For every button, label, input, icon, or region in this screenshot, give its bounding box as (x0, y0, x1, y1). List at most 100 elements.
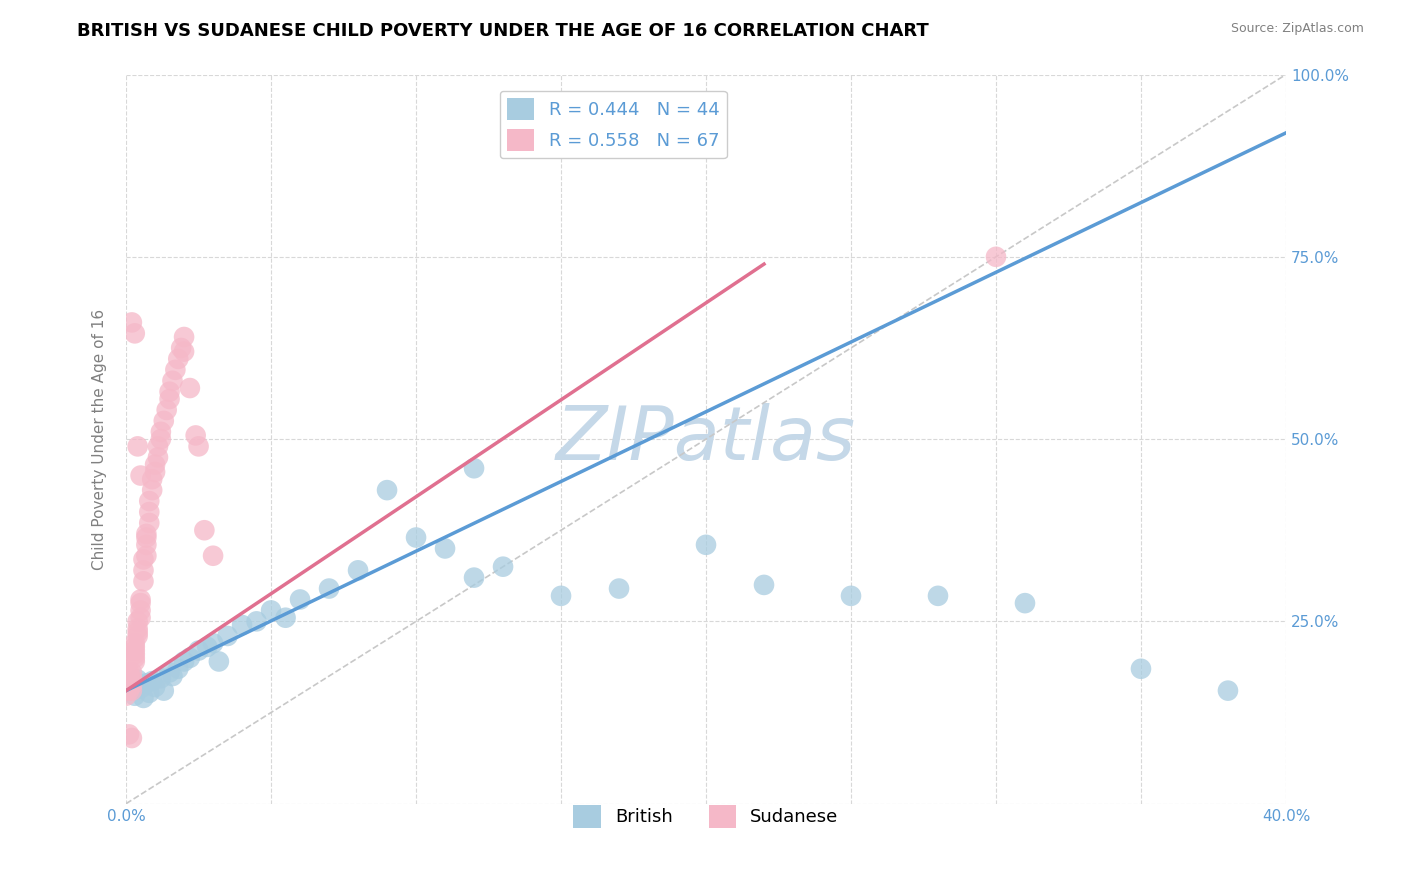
Point (984, 250, 1007, 264)
Point (179, 650, 201, 665)
Point (129, 603, 152, 617)
Point (146, 439, 169, 453)
Point (1216, 683, 1239, 698)
Point (118, 683, 141, 698)
Point (127, 622, 149, 636)
Point (124, 689, 146, 703)
Point (187, 643, 209, 657)
Point (170, 341, 193, 355)
Point (135, 527, 157, 541)
Point (173, 655, 195, 669)
Point (135, 531, 157, 545)
Point (165, 363, 187, 377)
Point (1014, 596, 1036, 610)
Point (159, 665, 181, 680)
Text: Source: ZipAtlas.com: Source: ZipAtlas.com (1230, 22, 1364, 36)
Point (129, 596, 152, 610)
Point (115, 683, 138, 698)
Point (121, 315, 143, 329)
Point (173, 330, 195, 344)
Point (121, 671, 143, 685)
Point (129, 681, 152, 696)
Point (124, 326, 146, 341)
Point (132, 574, 155, 589)
Point (118, 676, 141, 690)
Point (138, 516, 160, 530)
Point (138, 505, 160, 519)
Point (463, 461, 485, 475)
Point (162, 374, 184, 388)
Point (118, 727, 141, 741)
Point (162, 669, 184, 683)
Point (121, 731, 143, 745)
Point (135, 549, 157, 563)
Point (217, 629, 239, 643)
Point (195, 640, 218, 654)
Point (115, 679, 138, 693)
Point (124, 655, 146, 669)
Point (434, 541, 457, 556)
Point (167, 662, 190, 676)
Point (347, 563, 370, 577)
Point (132, 563, 155, 577)
Point (159, 384, 181, 399)
Point (124, 647, 146, 661)
Point (318, 582, 340, 596)
Point (135, 538, 157, 552)
Point (141, 472, 163, 486)
Point (127, 615, 149, 629)
Point (149, 425, 172, 439)
Point (141, 483, 163, 497)
Point (193, 523, 215, 537)
Point (127, 625, 149, 640)
Point (138, 686, 160, 700)
Point (550, 589, 572, 603)
Point (132, 690, 155, 705)
Point (118, 683, 141, 698)
Point (260, 603, 283, 617)
Point (127, 439, 149, 453)
Point (202, 636, 225, 650)
Point (208, 655, 231, 669)
Point (839, 589, 862, 603)
Y-axis label: Child Poverty Under the Age of 16: Child Poverty Under the Age of 16 (93, 309, 107, 570)
Point (274, 611, 297, 625)
Point (118, 674, 141, 689)
Point (115, 689, 138, 703)
Point (231, 618, 253, 632)
Point (129, 468, 152, 483)
Point (121, 679, 143, 693)
Point (124, 636, 146, 650)
Point (135, 676, 157, 690)
Legend: British, Sudanese: British, Sudanese (567, 798, 846, 835)
Point (184, 428, 207, 442)
Point (179, 381, 201, 395)
Point (121, 683, 143, 698)
Point (405, 531, 427, 545)
Point (463, 571, 485, 585)
Text: BRITISH VS SUDANESE CHILD POVERTY UNDER THE AGE OF 16 CORRELATION CHART: BRITISH VS SUDANESE CHILD POVERTY UNDER … (77, 22, 929, 40)
Point (127, 629, 149, 643)
Point (187, 439, 209, 453)
Point (149, 671, 172, 685)
Point (127, 673, 149, 687)
Point (124, 650, 146, 665)
Point (146, 450, 169, 465)
Point (129, 611, 152, 625)
Point (159, 392, 181, 406)
Point (245, 615, 267, 629)
Point (752, 578, 775, 592)
Point (132, 552, 155, 566)
Point (138, 494, 160, 508)
Point (927, 589, 949, 603)
Point (143, 458, 166, 472)
Point (121, 673, 143, 687)
Point (143, 465, 166, 479)
Point (121, 679, 143, 693)
Point (288, 592, 311, 607)
Point (202, 549, 225, 563)
Point (129, 592, 152, 607)
Point (124, 640, 146, 654)
Point (607, 582, 630, 596)
Point (124, 643, 146, 657)
